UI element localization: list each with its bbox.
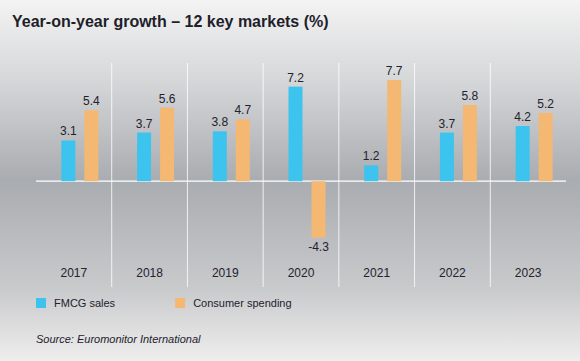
separator bbox=[263, 63, 264, 287]
bar bbox=[289, 87, 303, 182]
data-label: 5.2 bbox=[537, 97, 554, 111]
chart: Year-on-year growth – 12 key markets (%)… bbox=[0, 0, 580, 361]
source: Source: Euromonitor International bbox=[36, 333, 201, 345]
legend-swatch bbox=[36, 298, 46, 308]
bar bbox=[312, 181, 326, 237]
data-label: 3.1 bbox=[60, 124, 77, 138]
data-label: 3.7 bbox=[439, 117, 456, 131]
bar bbox=[463, 105, 477, 181]
separator bbox=[338, 63, 339, 287]
bar bbox=[516, 126, 530, 181]
data-label: 4.7 bbox=[234, 103, 251, 117]
bar bbox=[364, 165, 378, 181]
bar bbox=[137, 133, 151, 182]
data-label: -4.3 bbox=[308, 240, 329, 254]
bar bbox=[387, 80, 401, 181]
bar bbox=[61, 140, 75, 181]
data-label: 5.8 bbox=[462, 89, 479, 103]
category-label: 2023 bbox=[515, 266, 542, 280]
bar bbox=[213, 131, 227, 181]
category-label: 2018 bbox=[136, 266, 163, 280]
data-label: 3.7 bbox=[136, 117, 153, 131]
bar bbox=[84, 110, 98, 181]
bars bbox=[61, 80, 552, 238]
separator bbox=[414, 63, 415, 287]
category-label: 2020 bbox=[288, 266, 315, 280]
separator bbox=[111, 63, 112, 287]
bar bbox=[440, 133, 454, 182]
bar bbox=[539, 113, 553, 181]
category-label: 2022 bbox=[439, 266, 466, 280]
data-label: 5.6 bbox=[159, 92, 176, 106]
legend-label: Consumer spending bbox=[193, 297, 291, 309]
category-label: 2021 bbox=[363, 266, 390, 280]
bar bbox=[160, 108, 174, 182]
data-label: 7.7 bbox=[386, 64, 403, 78]
data-label: 1.2 bbox=[363, 149, 380, 163]
legend-swatch bbox=[175, 298, 185, 308]
category-label: 2017 bbox=[61, 266, 88, 280]
bar bbox=[236, 119, 250, 181]
data-label: 5.4 bbox=[83, 94, 100, 108]
category-label: 2019 bbox=[212, 266, 239, 280]
data-label: 3.8 bbox=[211, 115, 228, 129]
data-label: 4.2 bbox=[514, 110, 531, 124]
legend-label: FMCG sales bbox=[54, 297, 116, 309]
data-label: 7.2 bbox=[287, 71, 304, 85]
background bbox=[0, 0, 580, 361]
separator bbox=[187, 63, 188, 287]
title: Year-on-year growth – 12 key markets (%) bbox=[12, 13, 329, 30]
separator bbox=[490, 63, 491, 287]
